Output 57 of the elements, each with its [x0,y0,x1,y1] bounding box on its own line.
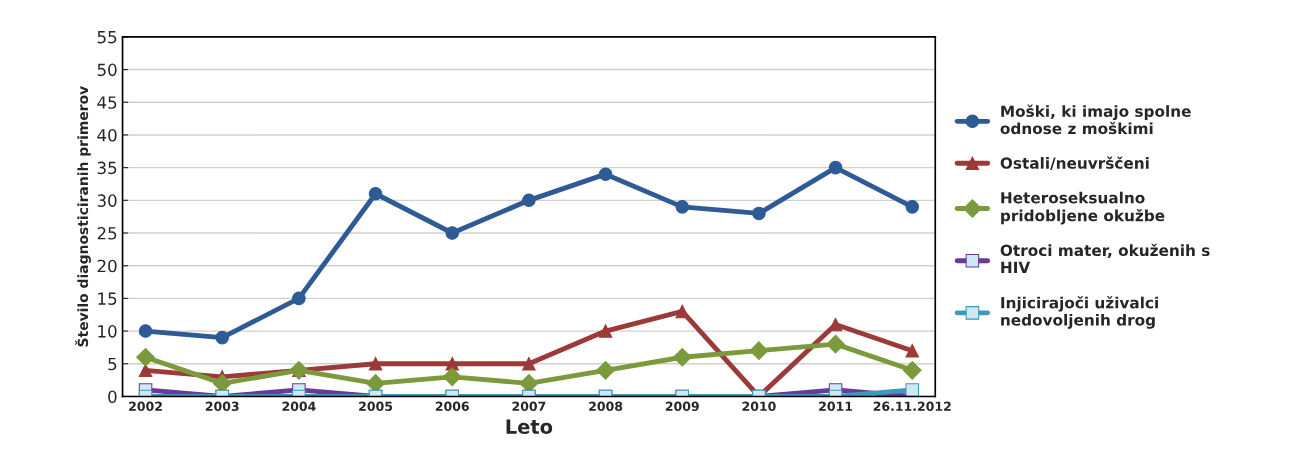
point [522,357,536,371]
point [905,383,920,397]
y-tick-label: 0 [108,390,117,404]
x-tick-label: 2004 [282,401,316,411]
y-tick-label: 15 [98,292,117,305]
y-tick-label: 45 [97,96,117,109]
y-tick-label: 25 [97,226,117,240]
x-tick-label: 2010 [742,401,776,411]
x-tick-label: 2003 [205,401,239,411]
y-tick-label: 50 [97,63,117,77]
legend-label: Otroci mater, okuženih s HIV [1000,243,1210,274]
x-tick-label: 2008 [589,401,623,411]
point [902,360,922,380]
y-tick-label: 40 [97,128,117,142]
point [368,357,383,371]
point [138,324,153,338]
x-tick-label: 2006 [435,401,469,411]
point [136,347,155,367]
point [749,341,769,361]
point [826,334,845,354]
point [445,226,459,240]
point [445,357,459,371]
point [828,160,843,175]
y-tick-label: 20 [97,259,117,273]
point [752,206,766,221]
y-tick-label: 35 [97,161,117,175]
point [212,374,232,393]
legend-label: Ostali/neuvrščeni [1000,156,1149,171]
x-tick-label: 2007 [512,401,546,411]
point [442,367,462,387]
legend-label: Injicirajoči uživalci nedovoljenih drog [1001,296,1158,329]
x-axis-title: Leto [506,419,553,435]
y-tick-label: 30 [97,194,117,207]
point [905,343,920,358]
point [598,167,613,181]
y-axis-title: Število diagnosticiranih primerov [75,86,91,347]
point [215,330,229,345]
point [292,291,306,306]
point [675,200,690,214]
y-tick-label: 5 [108,357,117,371]
legend-label: Moški, ki imajo spolne odnose z moškimi [1000,104,1191,135]
point [138,363,153,378]
x-tick-label: 2009 [665,401,699,411]
y-tick-label: 10 [98,325,117,338]
y-tick-label: 55 [97,31,117,44]
point [522,193,536,208]
x-tick-label: 2005 [359,401,393,411]
point [596,360,615,380]
x-tick-label: 26.11.2012 [873,401,951,411]
point [672,347,692,367]
x-tick-label: 2011 [819,401,853,411]
point [905,200,920,214]
point [598,324,613,338]
x-tick-label: 2002 [129,401,162,411]
point [368,187,383,201]
legend-label: Heteroseksualno pridobljene okužbe [1001,191,1165,225]
point [519,374,539,393]
